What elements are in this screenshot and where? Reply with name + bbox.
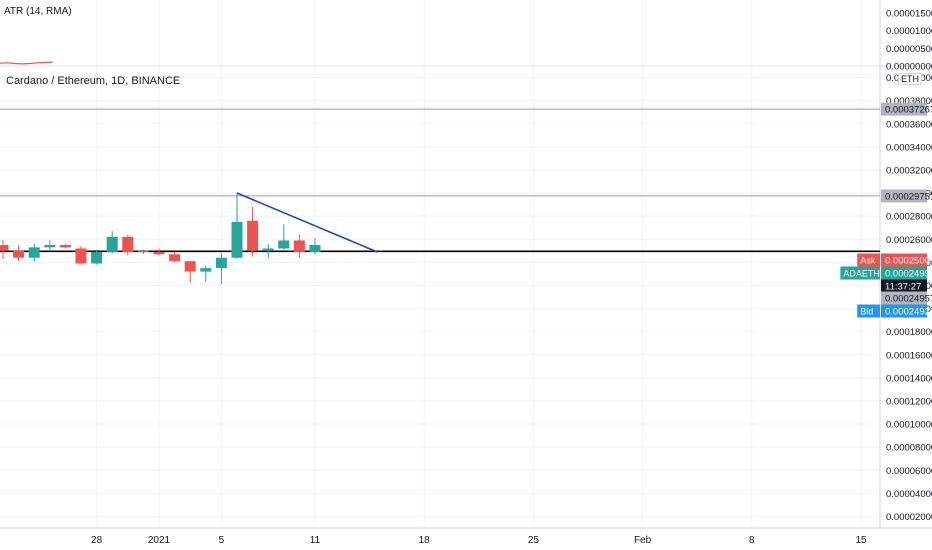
countdown-value-bg: [881, 279, 927, 293]
price-tick-label: 0.00028000: [886, 212, 932, 223]
candle-body: [262, 248, 274, 251]
candle-body: [0, 245, 9, 251]
price-tick-label: 0.00034000: [886, 142, 932, 153]
price-tick-label: 0.00016000: [886, 350, 932, 361]
bid-value: 0.00024928: [885, 307, 932, 318]
candle-body: [309, 245, 321, 252]
hline-lower-value: 0.00024957: [885, 294, 932, 305]
candle-body: [59, 245, 71, 248]
candle-body: [169, 254, 181, 262]
symbol-tag-bg: [840, 266, 880, 280]
bid-value-bg: [881, 304, 927, 318]
candle-body: [200, 268, 212, 272]
study-tick-label: 0.00000500: [886, 44, 932, 55]
bid-tag: Bid: [860, 307, 873, 317]
study-tick-label: 0.00000000: [886, 62, 932, 73]
candle-body: [247, 220, 259, 251]
time-tick-label: 5: [219, 535, 225, 546]
price-tick-label: 0.00004000: [886, 489, 932, 500]
ask-value: 0.00025000: [885, 256, 932, 267]
candle-body: [122, 236, 134, 252]
trendline: [236, 192, 378, 253]
symbol-tag: ADAETH: [843, 269, 880, 279]
time-tick-label: 11: [310, 535, 321, 546]
time-tick-label: 28: [91, 535, 103, 546]
study-line: [0, 61, 53, 65]
price-tick-label: 0.00026000: [886, 235, 932, 246]
price-tick-label: 0.00018000: [886, 327, 932, 338]
candle-body: [293, 240, 305, 252]
bid-tag-bg: [857, 304, 880, 318]
hline-lower-value-bg: [881, 291, 927, 305]
currency-label: ETH: [898, 73, 922, 85]
hline-upper-value: 0.00037267: [885, 105, 932, 116]
time-tick-label: 8: [749, 535, 755, 546]
time-tick-label: 2021: [148, 535, 171, 546]
study-tick-label: 0.00001500: [886, 9, 932, 20]
price-tick-label: 0.00006000: [886, 466, 932, 477]
candle-body: [137, 250, 149, 252]
study-tick-label: 0.00001000: [886, 26, 932, 37]
candle-body: [215, 257, 227, 269]
price-tick-label: 0.00012000: [886, 396, 932, 407]
candle-body: [13, 250, 25, 258]
ask-tag-bg: [857, 253, 880, 267]
candle-body: [75, 248, 87, 264]
time-tick-label: 18: [419, 535, 431, 546]
price-tick-label: 0.00008000: [886, 443, 932, 454]
time-tick-label: 15: [855, 535, 867, 546]
candle-body: [28, 247, 40, 258]
candle-body: [44, 245, 56, 248]
candle-body: [278, 240, 290, 249]
ask-tag: Ask: [860, 256, 876, 266]
price-tick-label: 0.00010000: [886, 420, 932, 431]
candle-body: [106, 236, 118, 252]
price-tick-label: 0.00014000: [886, 373, 932, 384]
price-tick-label: 0.00032000: [886, 165, 932, 176]
study-title[interactable]: ATR (14, RMA): [4, 6, 72, 17]
symbol-value-bg: [881, 266, 927, 280]
chart-title[interactable]: Cardano / Ethereum, 1D, BINANCE: [6, 75, 181, 87]
hline-mid-value-bg: [881, 189, 927, 203]
hline-upper-value-bg: [881, 102, 927, 116]
symbol-value: 0.00024998: [885, 269, 932, 280]
time-tick-label: Feb: [634, 535, 652, 546]
ask-value-bg: [881, 253, 927, 267]
price-tick-label: 0.00036000: [886, 119, 932, 130]
candle-body: [153, 251, 165, 255]
candle-body: [91, 251, 103, 264]
price-tick-label: 0.00038000: [886, 96, 932, 107]
candle-body: [184, 261, 196, 272]
countdown-value: 11:37:27: [885, 282, 921, 293]
hline-mid-value: 0.00029751: [885, 191, 932, 202]
price-tick-label: 0.00002000: [886, 512, 932, 523]
time-tick-label: 25: [528, 535, 540, 546]
candle-body: [231, 221, 243, 258]
